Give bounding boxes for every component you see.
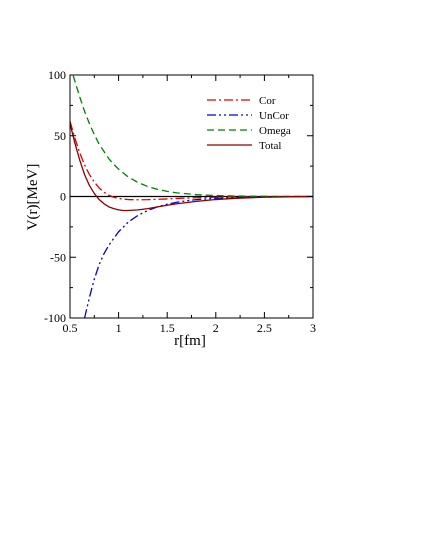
y-tick-label: 50 <box>54 129 66 143</box>
legend-label-total: Total <box>259 140 281 152</box>
y-tick-label: -100 <box>44 311 66 325</box>
x-tick-label: 2.5 <box>257 321 272 335</box>
y-tick-label: 0 <box>60 190 66 204</box>
y-axis-label: V(r)[MeV] <box>25 164 41 231</box>
series-line-omega <box>72 75 313 198</box>
axes: 0.5 1 1.5 2 2.5 3 100 50 0 -50 -100 <box>44 68 316 335</box>
x-tick-label: 0.5 <box>63 321 78 335</box>
x-axis-label: r[fm] <box>174 333 206 349</box>
plot-area <box>70 75 313 318</box>
legend-label-omega: Omega <box>259 125 291 137</box>
series-group <box>70 75 313 318</box>
series-line-uncor <box>83 195 313 318</box>
x-tick-label: 1 <box>116 321 122 335</box>
x-tick-label: 1.5 <box>160 321 175 335</box>
y-tick-label: 100 <box>48 68 66 82</box>
legend-label-cor: Cor <box>259 95 276 107</box>
legend-label-uncor: UnCor <box>259 110 289 122</box>
series-line-cor <box>70 120 313 201</box>
x-tick-label: 2 <box>213 321 219 335</box>
series-line-total <box>70 123 313 212</box>
x-tick-label: 3 <box>310 321 316 335</box>
legend: Cor UnCor Omega Total <box>207 95 291 152</box>
y-tick-label: -50 <box>50 250 66 264</box>
